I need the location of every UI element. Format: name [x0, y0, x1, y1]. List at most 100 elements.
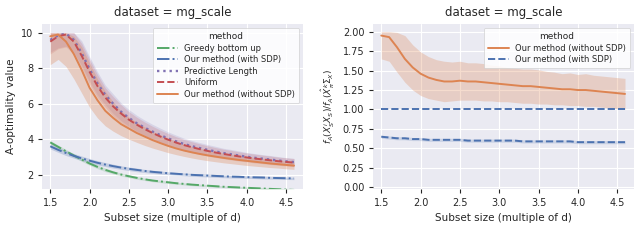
Our method (with SDP) [605, 108, 613, 111]
Our method (with SDP) [464, 108, 472, 111]
Greedy bottom up [125, 175, 132, 178]
Predictive Length [275, 159, 282, 162]
Our method (with SDP) [62, 152, 70, 154]
Title: dataset = mg_scale: dataset = mg_scale [114, 5, 232, 19]
Greedy bottom up [259, 187, 266, 190]
Our method (with SDP) [566, 108, 574, 111]
Greedy bottom up [86, 162, 93, 165]
Our method (with SDP) [157, 171, 164, 174]
Our method (with SDP) [613, 108, 621, 111]
Uniform [235, 155, 243, 158]
Predictive Length [251, 156, 259, 159]
Our method (without SDP) [401, 57, 409, 60]
Greedy bottom up [235, 186, 243, 189]
Predictive Length [164, 137, 172, 140]
X-axis label: Subset size (multiple of d): Subset size (multiple of d) [435, 213, 572, 224]
Predictive Length [172, 140, 180, 143]
Our method (without SDP) [534, 86, 542, 88]
Our method (without SDP) [582, 89, 589, 91]
Our method (without SDP) [117, 123, 125, 125]
Our method (with SDP) [243, 176, 251, 179]
Our method (with SDP) [401, 108, 409, 111]
Uniform [243, 156, 251, 159]
Our method (with SDP) [93, 161, 101, 164]
Our method (without SDP) [550, 87, 558, 90]
Our method (with SDP) [259, 176, 266, 179]
Our method (without SDP) [70, 53, 77, 55]
Our method (with SDP) [543, 108, 550, 111]
Our method (without SDP) [78, 69, 86, 71]
Our method (with SDP) [188, 174, 196, 176]
Our method (with SDP) [211, 174, 219, 177]
Uniform [93, 85, 101, 87]
Our method (with SDP) [220, 175, 227, 178]
Our method (with SDP) [204, 174, 211, 177]
Our method (with SDP) [282, 177, 290, 180]
Our method (with SDP) [495, 108, 503, 111]
Greedy bottom up [54, 145, 62, 148]
Uniform [78, 55, 86, 57]
Our method (with SDP) [266, 177, 274, 179]
Uniform [117, 112, 125, 115]
Predictive Length [204, 148, 211, 151]
Our method (without SDP) [204, 154, 211, 157]
Our method (with SDP) [472, 108, 479, 111]
Greedy bottom up [133, 177, 141, 179]
Line: Greedy bottom up: Greedy bottom up [51, 142, 294, 190]
Our method (with SDP) [417, 108, 424, 111]
Our method (without SDP) [275, 163, 282, 166]
Greedy bottom up [70, 154, 77, 157]
Our method (with SDP) [102, 163, 109, 166]
Greedy bottom up [282, 188, 290, 191]
Greedy bottom up [164, 181, 172, 184]
Line: Predictive Length: Predictive Length [51, 34, 294, 162]
Our method (without SDP) [148, 139, 156, 142]
Our method (without SDP) [180, 149, 188, 152]
Predictive Length [259, 157, 266, 160]
Predictive Length [117, 110, 125, 113]
Our method (with SDP) [86, 159, 93, 162]
Our method (without SDP) [417, 72, 424, 75]
Predictive Length [54, 34, 62, 37]
Uniform [196, 148, 204, 150]
Our method (without SDP) [440, 80, 448, 83]
Our method (without SDP) [613, 92, 621, 95]
Our method (without SDP) [574, 89, 582, 91]
Predictive Length [290, 161, 298, 164]
Our method (without SDP) [109, 117, 117, 119]
Our method (without SDP) [125, 127, 132, 130]
Uniform [227, 154, 235, 157]
Uniform [157, 135, 164, 138]
Our method (with SDP) [385, 108, 393, 111]
Our method (with SDP) [409, 108, 417, 111]
Greedy bottom up [204, 184, 211, 187]
Y-axis label: $f_A(X_S^i X_S)/f_A(\hat{X}_\pi^k \Sigma_X)$: $f_A(X_S^i X_S)/f_A(\hat{X}_\pi^k \Sigma… [320, 69, 337, 144]
Greedy bottom up [62, 150, 70, 153]
Y-axis label: A-optimality value: A-optimality value [6, 59, 15, 154]
Predictive Length [227, 153, 235, 156]
Title: dataset = mg_scale: dataset = mg_scale [445, 5, 563, 19]
Line: Our method (without SDP): Our method (without SDP) [51, 35, 294, 166]
Predictive Length [125, 117, 132, 119]
Predictive Length [196, 147, 204, 150]
Our method (with SDP) [440, 108, 448, 111]
Our method (without SDP) [220, 156, 227, 159]
Uniform [211, 151, 219, 154]
Our method (with SDP) [558, 108, 566, 111]
Greedy bottom up [102, 169, 109, 171]
Predictive Length [78, 52, 86, 55]
Uniform [290, 161, 298, 164]
Uniform [102, 96, 109, 99]
X-axis label: Subset size (multiple of d): Subset size (multiple of d) [104, 213, 241, 224]
Our method (with SDP) [503, 108, 511, 111]
Predictive Length [148, 130, 156, 133]
Our method (without SDP) [378, 34, 385, 37]
Our method (with SDP) [479, 108, 487, 111]
Our method (without SDP) [259, 161, 266, 164]
Our method (with SDP) [47, 145, 54, 148]
Greedy bottom up [243, 186, 251, 189]
Greedy bottom up [227, 186, 235, 188]
Uniform [164, 138, 172, 141]
Our method (with SDP) [275, 177, 282, 179]
Predictive Length [62, 32, 70, 35]
